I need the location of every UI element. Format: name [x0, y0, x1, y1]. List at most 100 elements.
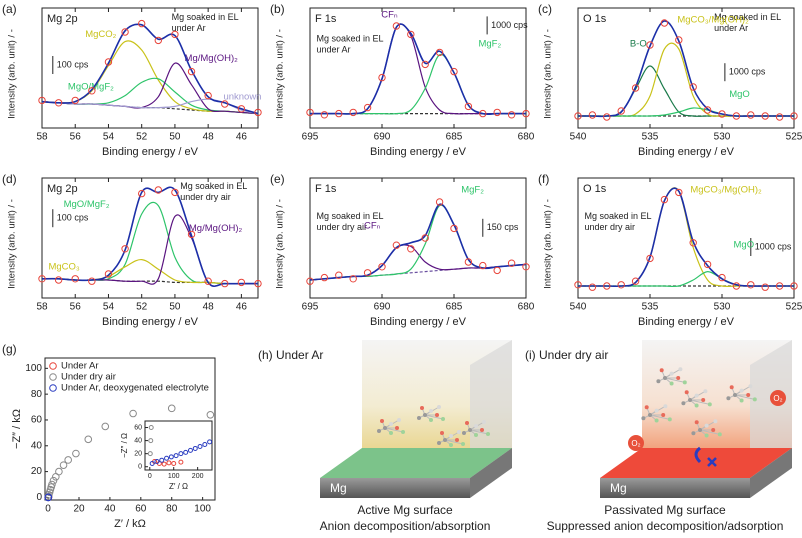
plot-frame: [577, 7, 795, 129]
data-point: [493, 266, 501, 275]
atom: [746, 393, 751, 397]
data-point: [54, 99, 63, 107]
data-point: [192, 445, 198, 451]
x-tick-label: 56: [70, 302, 82, 313]
peak-label: MgF₂: [478, 39, 501, 50]
legend-marker: [49, 384, 57, 392]
fit-line: [41, 23, 259, 115]
data-point: [54, 276, 63, 284]
x-axis-label: Binding energy / eV: [102, 316, 199, 328]
data-point: [206, 411, 215, 419]
data-point: [646, 41, 654, 49]
atom: [694, 420, 699, 425]
atom: [663, 404, 668, 409]
atom: [401, 430, 405, 434]
x-tick-label: 695: [302, 302, 319, 313]
atom: [701, 398, 706, 402]
data-point: [49, 476, 58, 485]
slab-front: [320, 478, 470, 498]
x-tick-label: 54: [103, 132, 115, 143]
atom: [711, 428, 716, 432]
data-point: [574, 281, 582, 289]
bond: [469, 429, 489, 435]
atom: [480, 428, 484, 432]
note: under Ar: [714, 23, 748, 33]
data-point: [407, 30, 415, 39]
y-tick-label: 40: [134, 437, 142, 444]
atom: [691, 431, 696, 436]
data-point: [187, 230, 196, 239]
atom: [654, 418, 659, 423]
bond: [444, 439, 464, 445]
caption: Passivated Mg surface: [604, 503, 726, 517]
illustration-i: O₂ O₂ Mg (i) Under dry air Passivated Mg…: [525, 340, 792, 533]
data-point: [689, 83, 697, 91]
atom: [383, 426, 387, 430]
peak-label: CFₙ: [381, 10, 398, 21]
data-point: [790, 282, 798, 290]
x-tick-label: 695: [302, 132, 319, 143]
atom: [659, 368, 664, 373]
plot-frame: [309, 177, 527, 299]
data-point: [718, 110, 726, 118]
bond: [699, 429, 720, 435]
peak-label: CFₙ: [364, 221, 381, 232]
atom: [748, 384, 753, 389]
atom: [462, 431, 466, 435]
legend-label: Under Ar: [61, 361, 99, 372]
x-tick-label: 52: [136, 302, 148, 313]
panel-title: O 1s: [583, 183, 607, 195]
x-tick-label: 46: [236, 302, 248, 313]
side-wall: [750, 340, 792, 478]
data-point: [631, 84, 640, 92]
data-point: [59, 461, 68, 469]
data-point: [204, 91, 212, 100]
peak-label: MgO: [729, 89, 750, 100]
data-point: [675, 188, 683, 197]
peak-label: unknown: [223, 91, 261, 102]
x-tick-label: 535: [642, 302, 659, 313]
data-point: [703, 106, 712, 114]
data-point: [55, 467, 63, 476]
x-tick-label: 685: [446, 302, 463, 313]
atom: [678, 367, 683, 372]
component-curve: [310, 53, 527, 115]
o2-label: O₂: [773, 394, 782, 403]
peak-label: MgO/MgF₂: [64, 199, 110, 210]
data-point: [121, 28, 129, 36]
x-tick-label: 530: [714, 302, 731, 313]
data-point: [522, 109, 530, 118]
bond: [424, 414, 444, 420]
x-tick-label: 0: [45, 504, 51, 515]
legend-marker: [49, 362, 57, 370]
x-tick-label: 525: [786, 302, 802, 313]
data-point: [435, 48, 444, 57]
data-point: [378, 73, 386, 82]
data-point: [435, 198, 444, 206]
data-point: [149, 460, 155, 466]
data-point: [464, 258, 473, 266]
fit-line: [577, 187, 794, 288]
atom: [474, 433, 478, 437]
side-wall: [470, 340, 512, 478]
x-tick-label: 100: [194, 504, 211, 515]
o2-bubble: [628, 435, 644, 451]
atom: [437, 405, 441, 409]
caption: Suppressed anion decomposition/adsorptio…: [547, 519, 784, 533]
illustration-h: Mg (h) Under Ar Active Mg surface Anion …: [258, 340, 512, 533]
arrow: [694, 446, 702, 464]
atom: [663, 376, 667, 380]
data-point: [479, 109, 487, 118]
x-axis-label: Binding energy / eV: [638, 316, 735, 328]
atom: [449, 434, 453, 438]
data-point: [732, 282, 741, 290]
data-point: [178, 451, 184, 457]
data-point: [154, 186, 163, 194]
data-point: [588, 111, 597, 119]
x-tick-label: 48: [203, 132, 215, 143]
data-point: [104, 58, 113, 66]
data-point: [689, 239, 697, 247]
x-tick-label: 100: [168, 473, 180, 480]
atom: [389, 431, 393, 435]
data-point: [335, 271, 343, 279]
